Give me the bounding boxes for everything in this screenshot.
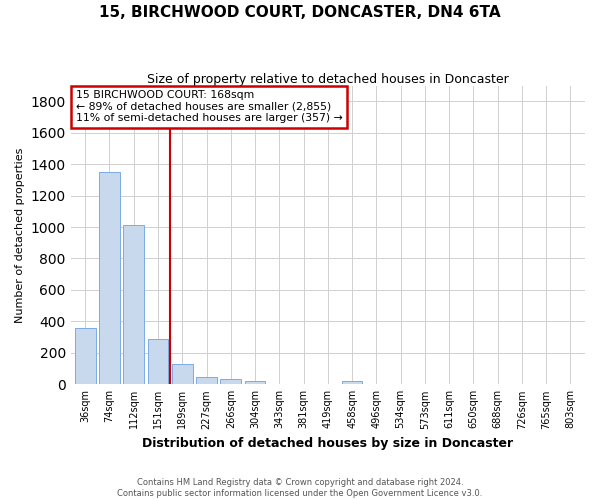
Text: 15 BIRCHWOOD COURT: 168sqm
← 89% of detached houses are smaller (2,855)
11% of s: 15 BIRCHWOOD COURT: 168sqm ← 89% of deta… (76, 90, 343, 123)
Bar (342, 381, 362, 384)
Bar (220, 379, 241, 384)
Bar (245, 382, 265, 384)
Bar (196, 377, 217, 384)
X-axis label: Distribution of detached houses by size in Doncaster: Distribution of detached houses by size … (142, 437, 514, 450)
Text: Contains HM Land Registry data © Crown copyright and database right 2024.
Contai: Contains HM Land Registry data © Crown c… (118, 478, 482, 498)
Bar (172, 364, 193, 384)
Y-axis label: Number of detached properties: Number of detached properties (15, 147, 25, 322)
Title: Size of property relative to detached houses in Doncaster: Size of property relative to detached ho… (147, 72, 509, 86)
Bar (124, 226, 144, 384)
Bar (99, 172, 120, 384)
Bar (148, 338, 169, 384)
Bar (75, 328, 95, 384)
Text: 15, BIRCHWOOD COURT, DONCASTER, DN4 6TA: 15, BIRCHWOOD COURT, DONCASTER, DN4 6TA (99, 5, 501, 20)
